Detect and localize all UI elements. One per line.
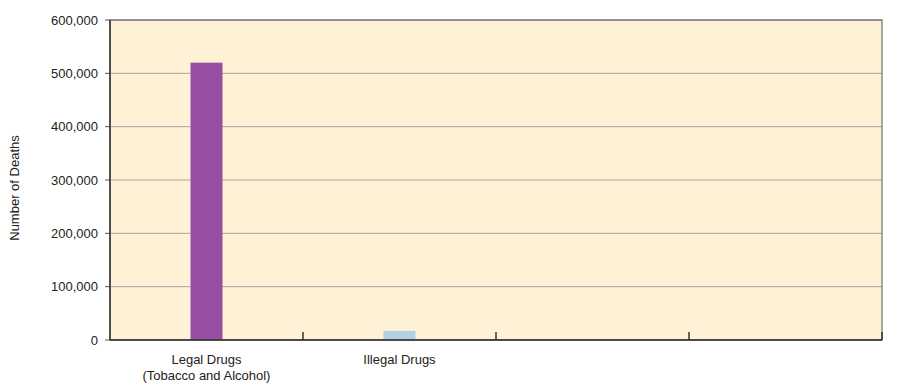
y-tick-label: 300,000 <box>51 173 98 188</box>
grid-line <box>110 73 882 74</box>
label-line: Legal Drugs <box>171 352 242 367</box>
y-tick-label: 0 <box>91 333 98 348</box>
x-tick-label: Illegal Drugs <box>363 352 436 367</box>
y-tick-label: 600,000 <box>51 13 98 28</box>
y-tick-label: 400,000 <box>51 119 98 134</box>
grid-line <box>110 286 882 287</box>
x-tick <box>302 332 304 340</box>
grid-line <box>110 180 882 181</box>
grid-line <box>110 233 882 234</box>
bars <box>191 63 416 340</box>
label-line: Illegal Drugs <box>363 352 436 367</box>
label-line: (Tobacco and Alcohol) <box>143 368 271 383</box>
grid-line <box>110 126 882 127</box>
chart-svg: 0 100,000 200,000 300,000 400,000 500,000 600,… <box>0 0 902 391</box>
bar <box>191 63 223 340</box>
x-tick <box>688 332 690 340</box>
plot-background <box>110 20 882 340</box>
chart-container: 0 100,000 200,000 300,000 400,000 500,000 600,… <box>0 0 902 391</box>
y-tick-label: 200,000 <box>51 226 98 241</box>
y-tick-label: 500,000 <box>51 66 98 81</box>
y-axis-title: Number of Deaths <box>7 135 22 241</box>
x-tick <box>495 332 497 340</box>
bar <box>384 331 416 340</box>
x-tick-label: Legal Drugs(Tobacco and Alcohol) <box>143 352 271 383</box>
y-axis <box>109 20 111 340</box>
y-tick-label: 100,000 <box>51 279 98 294</box>
plot-frame <box>110 20 882 340</box>
x-tick <box>881 332 883 340</box>
